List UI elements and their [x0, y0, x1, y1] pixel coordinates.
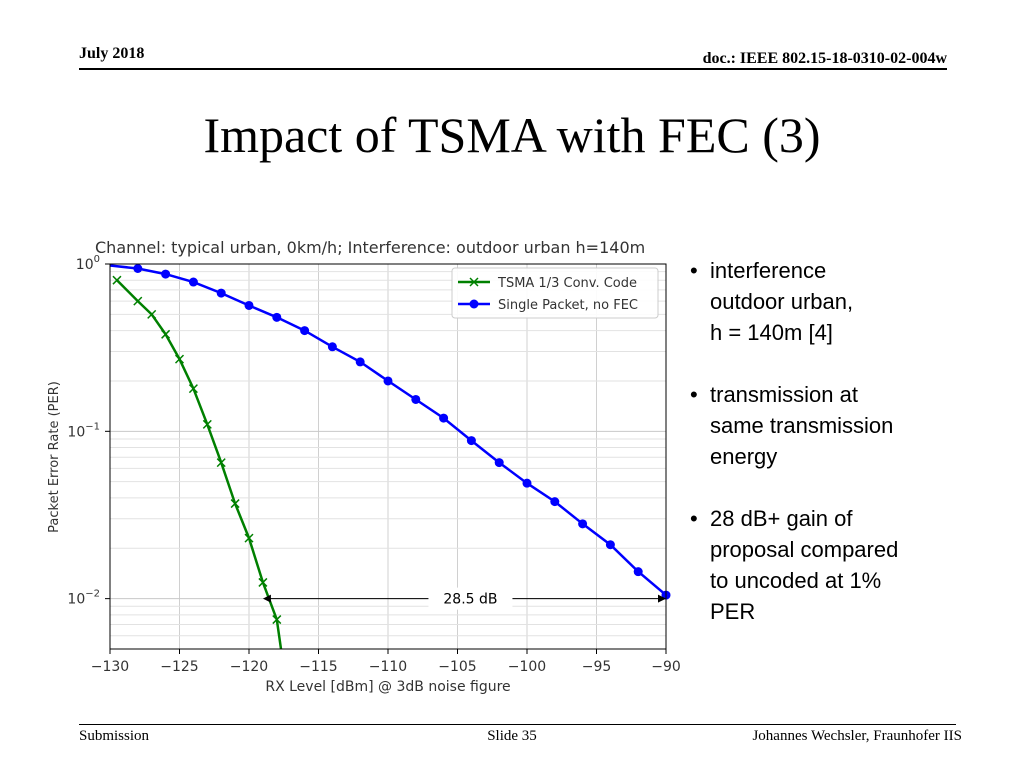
x-tick-label: −100 — [508, 659, 546, 675]
series-1-point — [605, 540, 615, 550]
series-1-point — [161, 269, 171, 279]
axis-ticks: −130 −125 −120 −115 −110 −105 −100 −95 −90 100 10−… — [67, 254, 680, 675]
series-0-point — [216, 458, 226, 468]
chart-grid — [109, 263, 667, 650]
series-0-point — [230, 499, 240, 509]
gain-annotation: 28.5 dB — [262, 587, 666, 610]
series-1-point — [522, 478, 532, 488]
y-tick-label: 100 — [76, 254, 100, 273]
bullet-line: PER — [710, 599, 756, 624]
y-tick-label: 10−2 — [67, 589, 100, 608]
series-1-point — [439, 413, 449, 423]
y-tick-label: 10−1 — [67, 421, 100, 440]
bullet-dot: • — [690, 258, 698, 283]
x-tick-label: −125 — [160, 659, 198, 675]
bullet-line: outdoor urban, — [710, 289, 854, 314]
series-1-point — [327, 342, 337, 352]
per-chart: Channel: typical urban, 0km/h; Interfere… — [47, 238, 681, 695]
series-0-point — [244, 533, 254, 543]
footer-rule — [79, 724, 956, 725]
series-layer — [109, 263, 671, 650]
chart-legend: TSMA 1/3 Conv. Code Single Packet, no FE… — [451, 267, 659, 319]
series-0-point — [202, 419, 212, 429]
gain-arrow-head-left — [262, 594, 271, 603]
legend-label-single: Single Packet, no FEC — [498, 298, 638, 313]
series-1-point — [494, 458, 504, 468]
footer-author: Johannes Wechsler, Fraunhofer IIS — [752, 728, 962, 744]
bullet-dot: • — [690, 506, 698, 531]
series-1-point — [216, 288, 226, 298]
x-tick-label: −90 — [651, 659, 681, 675]
series-1-point — [466, 436, 476, 446]
x-tick-label: −120 — [230, 659, 268, 675]
bullet-interference: • interference outdoor urban, h = 140m [… — [690, 255, 990, 348]
bullet-line: 28 dB+ gain of — [710, 506, 853, 531]
bullet-dot: • — [690, 382, 698, 407]
bullet-line: to uncoded at 1% — [710, 568, 882, 593]
bullet-line: proposal compared — [710, 537, 899, 562]
legend-label-tsma: TSMA 1/3 Conv. Code — [497, 276, 637, 291]
footer-slide-number: Slide 35 — [487, 728, 537, 744]
header-rule — [79, 68, 947, 70]
bullet-line: interference — [710, 258, 827, 283]
series-1-point — [550, 497, 560, 507]
series-1-point — [244, 300, 254, 310]
series-1-point — [633, 567, 643, 577]
gain-label: 28.5 dB — [443, 592, 497, 608]
series-line-0 — [116, 279, 283, 650]
x-axis-label: RX Level [dBm] @ 3dB noise figure — [265, 679, 510, 695]
series-0-point — [174, 354, 185, 364]
series-1-point — [272, 312, 282, 322]
series-1-point — [300, 326, 310, 336]
chart-title: Channel: typical urban, 0km/h; Interfere… — [95, 238, 645, 257]
legend-marker-tsma — [469, 277, 479, 287]
series-0-point — [188, 384, 198, 394]
footer-submission: Submission — [79, 728, 150, 744]
series-1-point — [188, 277, 198, 287]
series-0-point — [272, 615, 282, 625]
x-tick-label: −110 — [369, 659, 407, 675]
series-1-point — [133, 263, 143, 273]
series-0-point — [112, 275, 122, 285]
legend-box — [451, 267, 659, 319]
x-tick-label: −95 — [582, 659, 612, 675]
bullet-line: same transmission — [710, 413, 894, 438]
bullet-line: energy — [710, 444, 778, 469]
series-1-point — [355, 357, 365, 367]
series-1-point — [383, 376, 393, 386]
series-0-point — [133, 296, 143, 306]
x-tick-label: −130 — [91, 659, 129, 675]
gain-arrow-head-right — [658, 594, 666, 603]
gain-label-box — [428, 587, 513, 610]
series-0-point — [258, 577, 268, 587]
header-date: July 2018 — [79, 45, 145, 62]
x-tick-label: −105 — [438, 659, 476, 675]
bullet-line: transmission at — [710, 382, 858, 407]
bullet-line: h = 140m [4] — [710, 320, 833, 345]
legend-marker-single — [469, 299, 479, 309]
bullet-transmission: • transmission at same transmission ener… — [690, 379, 990, 472]
bullet-list: • interference outdoor urban, h = 140m [… — [690, 255, 990, 658]
slide-title: Impact of TSMA with FEC (3) — [203, 107, 821, 163]
bullet-gain: • 28 dB+ gain of proposal compared to un… — [690, 503, 990, 627]
series-1-point — [411, 394, 421, 404]
series-1-point — [578, 519, 588, 529]
y-axis-label: Packet Error Rate (PER) — [47, 381, 62, 533]
series-0-point — [147, 309, 157, 319]
series-0-point — [161, 329, 171, 339]
header-doc-id: doc.: IEEE 802.15-18-0310-02-004w — [702, 50, 947, 67]
x-tick-label: −115 — [299, 659, 337, 675]
